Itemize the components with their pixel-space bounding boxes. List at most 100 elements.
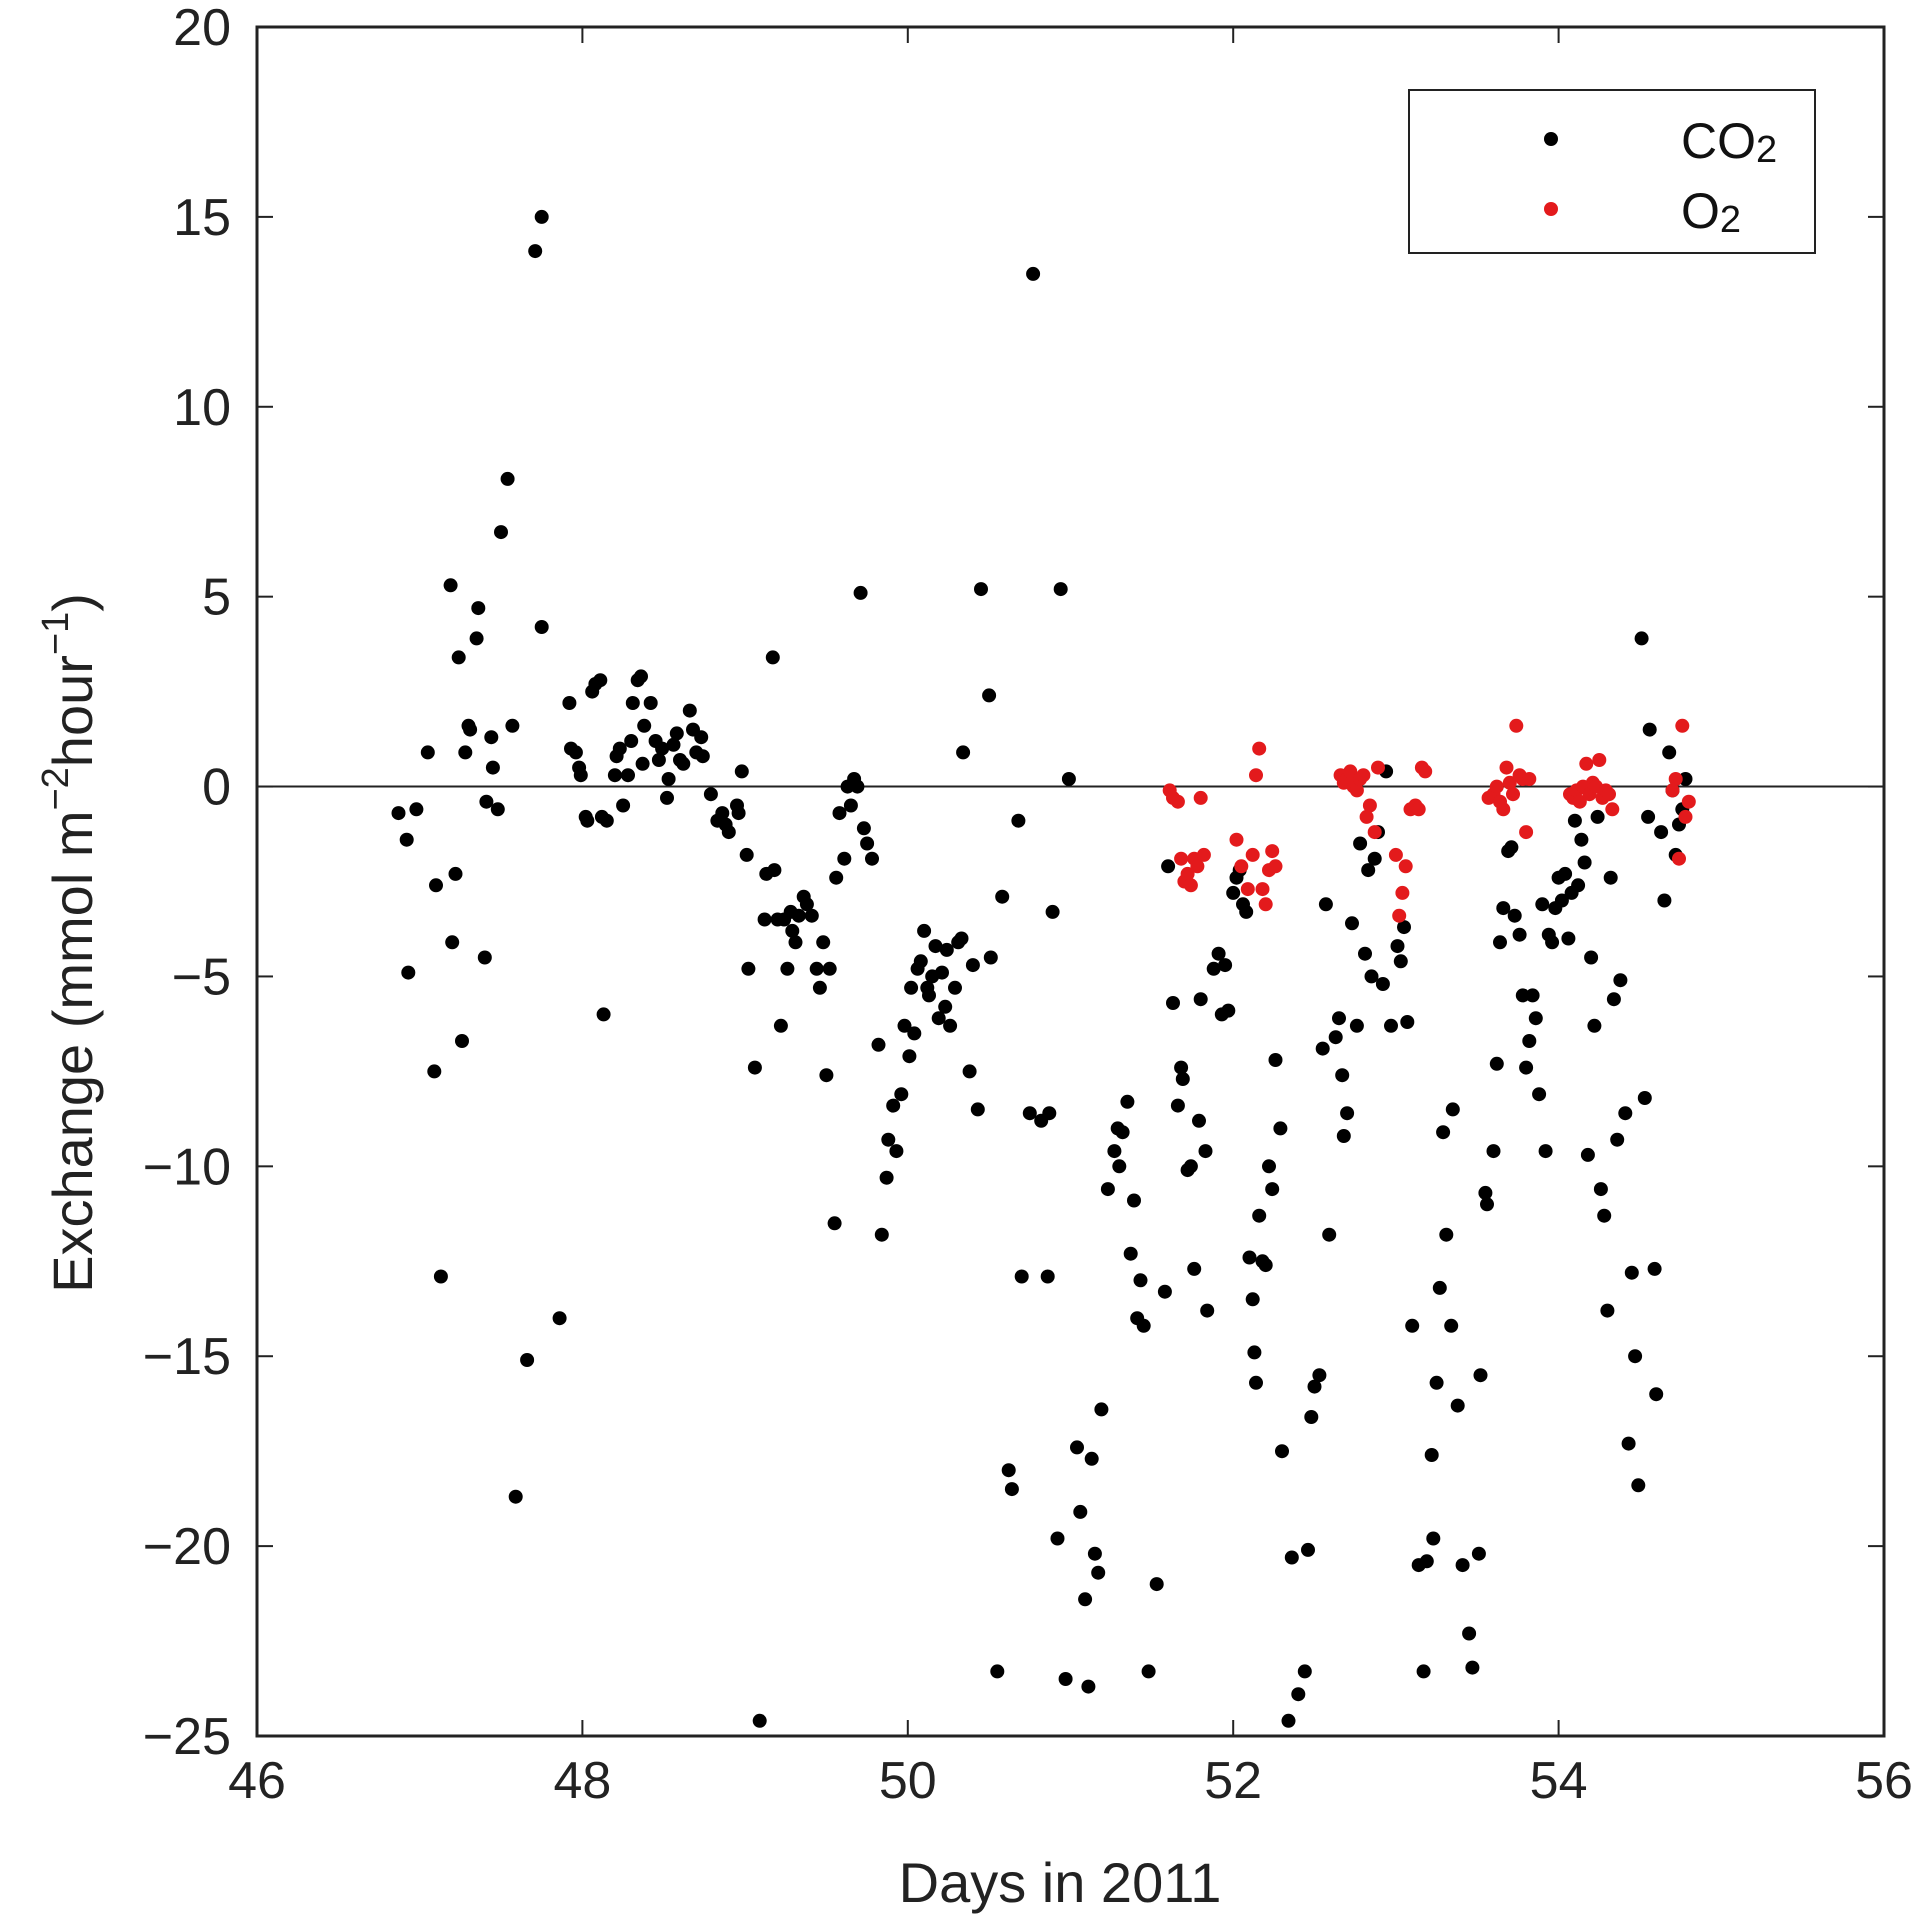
point-co2 (1042, 1106, 1057, 1121)
point-co2 (621, 768, 635, 783)
point-co2 (1637, 1091, 1652, 1105)
point-o2 (1489, 779, 1504, 794)
legend-label-o2-sub: 2 (1720, 199, 1741, 241)
point-co2 (596, 1007, 611, 1022)
point-co2 (773, 1018, 788, 1033)
point-o2 (1672, 851, 1686, 866)
point-co2 (904, 980, 919, 995)
point-o2 (1388, 847, 1403, 862)
point-co2 (1001, 1463, 1016, 1478)
point-co2 (874, 1227, 889, 1242)
point-o2 (1675, 718, 1690, 733)
point-co2 (1416, 1664, 1431, 1679)
point-co2 (928, 939, 943, 954)
point-co2 (1647, 1261, 1662, 1276)
point-co2 (1545, 935, 1560, 950)
point-co2 (1040, 1269, 1055, 1284)
point-co2 (666, 737, 681, 752)
point-o2 (1180, 866, 1195, 881)
point-co2 (1393, 954, 1408, 969)
point-co2 (433, 1269, 448, 1284)
point-co2 (741, 961, 756, 976)
point-co2 (655, 741, 670, 756)
point-o2 (1398, 859, 1413, 874)
legend-label-co2-main: CO (1681, 113, 1756, 169)
point-co2 (1170, 1098, 1185, 1113)
point-co2 (1465, 1660, 1480, 1675)
point-co2 (1654, 825, 1669, 840)
point-co2 (479, 794, 494, 809)
point-co2 (889, 1144, 904, 1159)
point-co2 (917, 923, 932, 938)
point-co2 (1112, 1159, 1127, 1174)
point-o2 (1371, 760, 1385, 775)
point-co2 (757, 912, 772, 927)
point-co2 (455, 1034, 469, 1048)
point-co2 (1436, 1125, 1451, 1140)
point-co2 (399, 832, 414, 847)
y-tick-label: −5 (172, 948, 231, 1006)
point-co2 (1345, 916, 1359, 931)
point-co2 (443, 578, 458, 593)
point-co2 (534, 209, 549, 224)
legend-label-co2: CO2 (1681, 113, 1777, 171)
point-co2 (1429, 1375, 1444, 1390)
y-axis-label-main: Exchange (mmol m (41, 811, 104, 1293)
point-co2 (1281, 1713, 1296, 1728)
point-co2 (1221, 1003, 1236, 1018)
legend-marker-co2 (1544, 132, 1558, 146)
point-co2 (1273, 1121, 1288, 1136)
point-co2 (1624, 1265, 1639, 1280)
point-co2 (1336, 1129, 1351, 1143)
y-tick-label: −10 (143, 1138, 231, 1196)
point-co2 (809, 961, 824, 976)
point-co2 (429, 878, 443, 893)
point-co2 (1390, 939, 1405, 954)
point-co2 (1515, 988, 1530, 1003)
point-o2 (1605, 802, 1620, 817)
point-co2 (879, 1170, 894, 1185)
point-co2 (990, 1664, 1005, 1679)
point-co2 (505, 718, 520, 733)
point-co2 (1486, 1144, 1501, 1159)
point-co2 (1268, 1053, 1283, 1067)
y-tick-label: −15 (143, 1328, 231, 1386)
point-co2 (850, 779, 865, 794)
point-co2 (1473, 1368, 1488, 1383)
point-co2 (409, 802, 424, 817)
y-tick-label: −25 (143, 1708, 231, 1766)
point-co2 (902, 1049, 917, 1064)
point-co2 (1584, 950, 1599, 965)
point-o2 (1252, 741, 1267, 756)
point-co2 (637, 718, 652, 733)
point-co2 (860, 836, 875, 851)
point-co2 (1045, 904, 1060, 919)
legend-box (1408, 89, 1816, 254)
point-co2 (1504, 840, 1519, 855)
point-co2 (1115, 1125, 1130, 1140)
point-co2 (1600, 1303, 1615, 1318)
point-co2 (1061, 772, 1076, 786)
point-co2 (843, 798, 858, 813)
point-co2 (1450, 1398, 1465, 1413)
point-co2 (1252, 1208, 1267, 1223)
point-co2 (1247, 1345, 1262, 1360)
point-co2 (1301, 1542, 1315, 1557)
point-co2 (1198, 1144, 1213, 1159)
point-co2 (580, 813, 595, 828)
y-axis-label: Exchange (mmol m−2hour−1) (35, 593, 104, 1293)
point-co2 (1078, 1592, 1093, 1607)
point-co2 (643, 696, 658, 710)
point-co2 (974, 582, 988, 597)
point-co2 (1593, 1182, 1608, 1197)
point-co2 (1335, 1068, 1350, 1083)
point-co2 (721, 825, 736, 840)
point-co2 (995, 889, 1010, 904)
point-co2 (1489, 1056, 1504, 1071)
legend-label-o2: O2 (1681, 183, 1741, 241)
point-co2 (1528, 1011, 1543, 1026)
point-co2 (1161, 859, 1176, 874)
point-co2 (886, 1098, 901, 1113)
